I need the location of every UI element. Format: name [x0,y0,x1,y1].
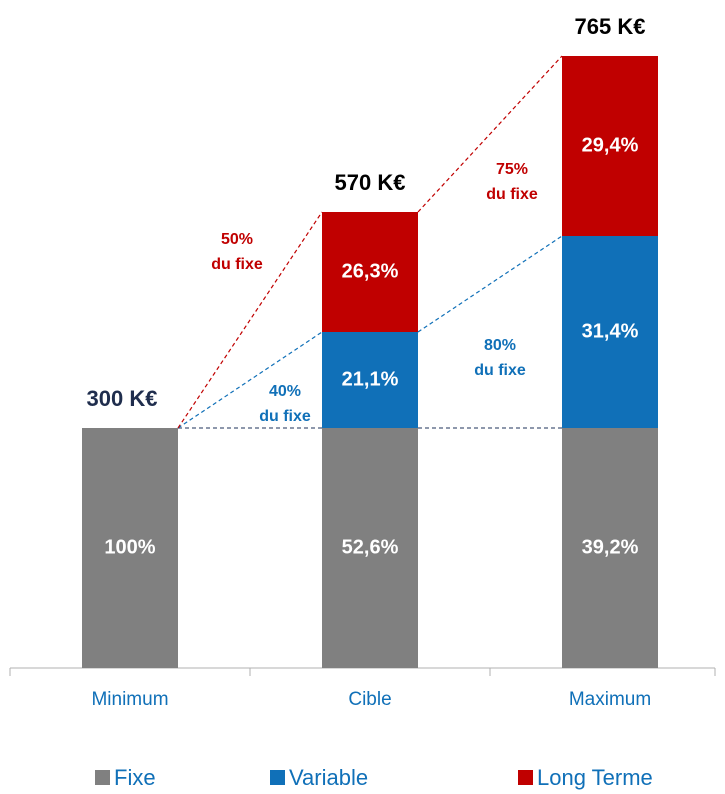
bar-segment [562,236,658,428]
bar-segment [322,212,418,332]
annotation: 75% [496,161,528,178]
annotation: 40% [269,383,301,400]
annotation: du fixe [486,186,538,203]
legend-swatch [270,770,285,785]
connector [177,211,323,429]
total-label: 300 K€ [87,386,158,411]
bar-segment [322,332,418,428]
bar-segment [562,428,658,668]
bar-segment [322,428,418,668]
connector [417,235,563,333]
total-label: 765 K€ [575,14,646,39]
share-label: 31,4% [582,320,639,342]
share-label: 21,1% [342,368,399,390]
bar-segment [562,56,658,236]
annotation: 80% [484,337,516,354]
annotation: du fixe [211,256,263,273]
x-tick-label: Cible [348,689,391,710]
legend-label: Fixe [114,765,156,790]
x-tick-label: Maximum [569,689,651,710]
annotation: 50% [221,231,253,248]
connector [177,331,323,429]
annotation: du fixe [259,408,311,425]
legend-swatch [518,770,533,785]
share-label: 26,3% [342,260,399,282]
x-tick-label: Minimum [91,689,168,710]
share-label: 39,2% [582,536,639,558]
bar-segment [82,428,178,668]
connector [417,55,563,213]
total-label: 570 K€ [335,170,406,195]
share-label: 52,6% [342,536,399,558]
share-label: 100% [104,536,155,558]
legend-swatch [95,770,110,785]
annotation: du fixe [474,362,526,379]
legend-label: Variable [289,765,368,790]
share-label: 29,4% [582,134,639,156]
legend-label: Long Terme [537,765,653,790]
